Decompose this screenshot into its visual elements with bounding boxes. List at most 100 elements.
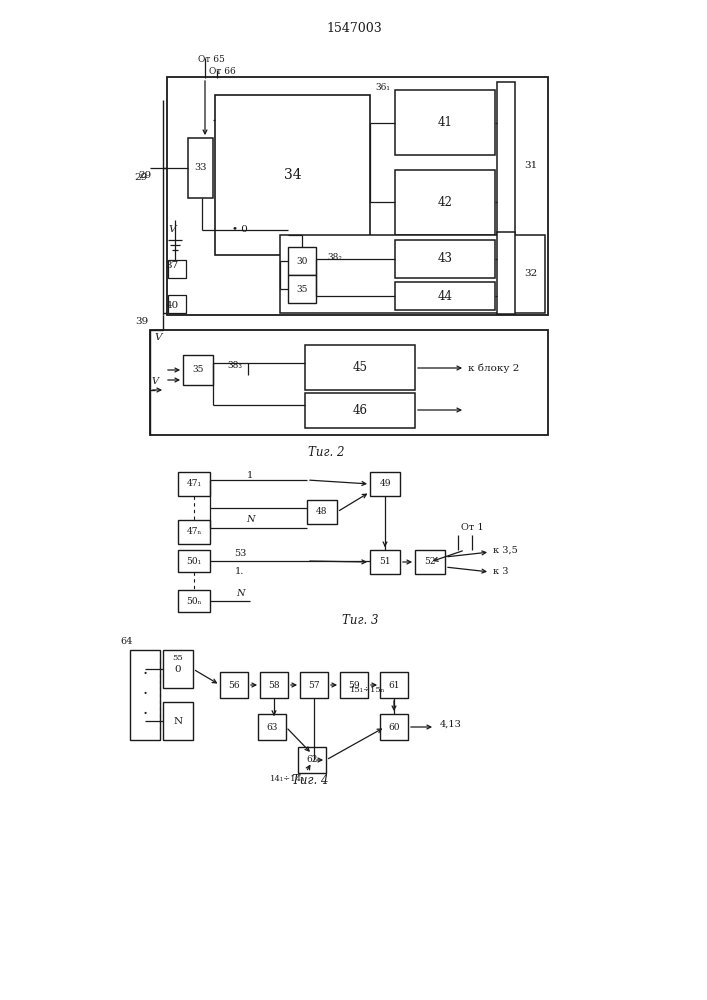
- Text: 52: 52: [424, 558, 436, 566]
- Text: От 66: От 66: [209, 68, 235, 77]
- Text: 1547003: 1547003: [326, 21, 382, 34]
- Bar: [178, 550, 210, 572]
- Text: 38₃: 38₃: [228, 360, 243, 369]
- Bar: [395, 90, 495, 155]
- Text: к 3,5: к 3,5: [493, 546, 518, 554]
- Text: 35: 35: [296, 284, 308, 294]
- Text: 34: 34: [284, 168, 301, 182]
- Bar: [167, 77, 548, 315]
- Text: 47ₙ: 47ₙ: [187, 528, 201, 536]
- Bar: [220, 672, 248, 698]
- Text: 32: 32: [524, 268, 537, 277]
- Bar: [298, 747, 326, 773]
- Bar: [178, 472, 210, 496]
- Bar: [168, 260, 186, 278]
- Text: V: V: [154, 334, 162, 342]
- Text: 14₁÷14ₙ: 14₁÷14ₙ: [270, 775, 306, 783]
- Bar: [395, 170, 495, 235]
- Bar: [370, 550, 400, 574]
- Text: V: V: [152, 377, 159, 386]
- Text: 15₁÷15ₙ: 15₁÷15ₙ: [350, 686, 386, 694]
- Bar: [380, 714, 408, 740]
- Bar: [300, 672, 328, 698]
- Bar: [497, 232, 515, 314]
- Text: 46: 46: [353, 404, 368, 417]
- Text: 0: 0: [175, 664, 181, 674]
- Text: N: N: [235, 589, 244, 598]
- Text: 42: 42: [438, 196, 452, 209]
- Bar: [395, 240, 495, 278]
- Bar: [163, 702, 193, 740]
- Text: 44: 44: [438, 290, 452, 302]
- Text: 35: 35: [192, 365, 204, 374]
- Text: 60: 60: [388, 722, 399, 732]
- Text: к блоку 2: к блоку 2: [468, 363, 520, 373]
- Text: 41: 41: [438, 116, 452, 129]
- Bar: [497, 82, 515, 247]
- Text: ·: ·: [142, 666, 148, 684]
- Bar: [370, 472, 400, 496]
- Text: 50₁: 50₁: [187, 556, 201, 566]
- Bar: [183, 355, 213, 385]
- Text: 37: 37: [165, 260, 179, 269]
- Text: 45: 45: [353, 361, 368, 374]
- Bar: [380, 672, 408, 698]
- Bar: [178, 520, 210, 544]
- Bar: [305, 345, 415, 390]
- Text: 64: 64: [120, 638, 132, 647]
- Bar: [305, 393, 415, 428]
- Bar: [288, 275, 316, 303]
- Text: 53: 53: [234, 550, 246, 558]
- Text: 57: 57: [308, 680, 320, 690]
- Text: Τиг. 4: Τиг. 4: [292, 774, 328, 786]
- Text: 43: 43: [438, 252, 452, 265]
- Text: 61: 61: [388, 680, 399, 690]
- Text: 62: 62: [306, 756, 317, 764]
- Text: N: N: [246, 516, 255, 524]
- Bar: [340, 672, 368, 698]
- Text: 40: 40: [165, 300, 179, 310]
- Bar: [395, 282, 495, 310]
- Bar: [258, 714, 286, 740]
- Text: 48: 48: [316, 508, 328, 516]
- Text: 38₂: 38₂: [327, 253, 342, 262]
- Bar: [130, 650, 160, 740]
- Text: 33: 33: [194, 163, 206, 172]
- Text: 4,13: 4,13: [440, 720, 462, 728]
- Bar: [415, 550, 445, 574]
- Text: 30: 30: [296, 256, 308, 265]
- Bar: [163, 650, 193, 688]
- Bar: [188, 138, 213, 198]
- Text: ·: ·: [142, 706, 148, 724]
- Text: 56: 56: [228, 680, 240, 690]
- Text: 39: 39: [135, 318, 148, 326]
- Text: 1.: 1.: [235, 566, 245, 576]
- Text: 50ₙ: 50ₙ: [187, 596, 201, 605]
- Bar: [168, 295, 186, 313]
- Text: к 3: к 3: [493, 568, 508, 576]
- Text: 51: 51: [379, 558, 391, 566]
- Text: 49: 49: [379, 480, 391, 488]
- Bar: [288, 247, 316, 275]
- Bar: [307, 500, 337, 524]
- Text: 59: 59: [348, 680, 360, 690]
- Bar: [280, 235, 545, 313]
- Bar: [215, 95, 370, 255]
- Text: • 0: • 0: [232, 226, 248, 234]
- Text: Τиг. 3: Τиг. 3: [341, 613, 378, 626]
- Text: ·: ·: [142, 686, 148, 704]
- Text: 55: 55: [173, 654, 183, 662]
- Text: 31: 31: [524, 160, 537, 169]
- Bar: [150, 330, 548, 435]
- Text: От 1: От 1: [461, 522, 484, 532]
- Text: 1: 1: [247, 472, 253, 481]
- Text: Τиг. 2: Τиг. 2: [308, 446, 344, 460]
- Text: 47₁: 47₁: [187, 480, 201, 488]
- Bar: [178, 590, 210, 612]
- Text: 29: 29: [139, 170, 152, 180]
- Text: 58: 58: [268, 680, 280, 690]
- Text: 29: 29: [135, 174, 148, 182]
- Text: 63: 63: [267, 722, 278, 732]
- Text: От 65: От 65: [198, 55, 225, 64]
- Text: N: N: [173, 716, 182, 726]
